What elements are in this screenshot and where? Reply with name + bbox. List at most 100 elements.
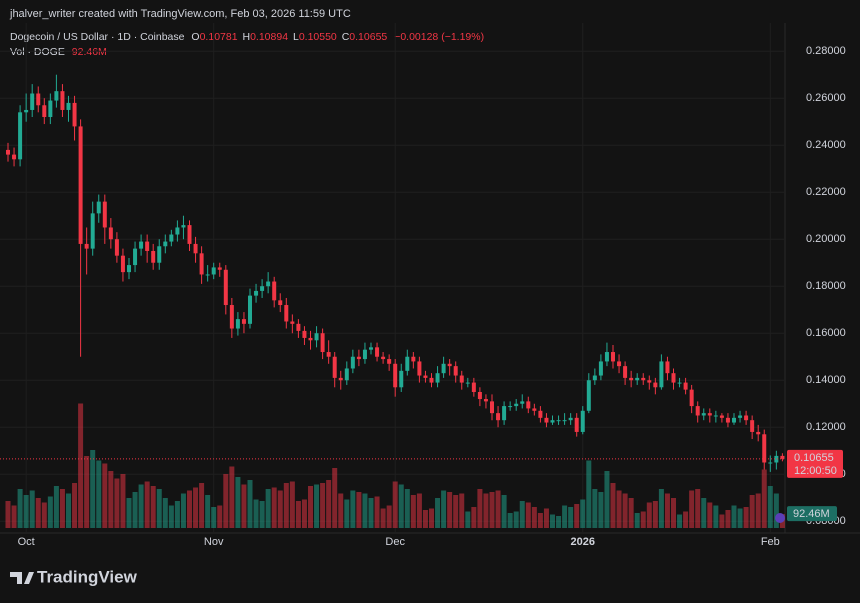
volume-bar — [199, 483, 205, 528]
volume-bar — [277, 490, 283, 528]
volume-bar — [126, 498, 132, 528]
volume-bar — [604, 471, 610, 528]
volume-bar — [217, 505, 223, 528]
x-tick-label: Dec — [385, 536, 405, 548]
candle-body — [447, 363, 452, 367]
candle-body — [701, 413, 706, 416]
volume-bar — [568, 507, 574, 528]
volume-bar — [78, 403, 84, 528]
volume-bar — [550, 514, 555, 528]
candle-body — [133, 248, 138, 266]
candle-body — [163, 241, 168, 247]
volume-bar — [362, 493, 368, 528]
legend-title: Dogecoin / US Dollar · 1D · Coinbase O0.… — [10, 31, 484, 43]
volume-bar — [731, 505, 737, 528]
brand: TradingView — [10, 567, 138, 586]
candle-body — [145, 241, 150, 251]
volume-bar — [543, 508, 549, 528]
volume-bar — [392, 481, 398, 528]
volume-bar — [205, 495, 211, 528]
candle-body — [411, 356, 416, 362]
y-tick-label: 0.12000 — [806, 421, 846, 433]
volume-bar — [59, 489, 65, 528]
volume-bar — [241, 484, 247, 528]
volume-title: Vol · DOGE — [10, 46, 65, 58]
candle-body — [399, 370, 404, 388]
volume-bar — [120, 474, 126, 528]
candle-body — [483, 399, 488, 402]
volume-bar — [350, 490, 356, 528]
volume-bar — [211, 507, 217, 528]
volume-bar — [598, 492, 604, 528]
volume-bar — [320, 483, 326, 528]
x-tick-label: Feb — [761, 536, 780, 548]
candle-body — [441, 363, 446, 374]
ohlc-value: 0.10781 — [200, 31, 238, 43]
candle-body — [350, 356, 355, 369]
volume-bar — [459, 493, 465, 528]
volume-bar — [247, 480, 253, 528]
volume-bar — [495, 490, 501, 528]
volume-bar — [574, 504, 580, 528]
candle-body — [24, 109, 29, 113]
candle-body — [562, 420, 567, 422]
candle-body — [199, 253, 204, 275]
candle-body — [671, 373, 676, 383]
candle-body — [665, 361, 670, 374]
volume-bar — [229, 466, 235, 528]
y-tick-label: 0.16000 — [806, 327, 846, 339]
volume-bar — [471, 507, 477, 528]
candle-body — [502, 406, 507, 421]
candle-body — [266, 281, 271, 287]
y-tick-label: 0.20000 — [806, 233, 846, 245]
volume-bar — [441, 490, 447, 528]
candle-body — [550, 420, 555, 423]
volume-bar — [664, 493, 670, 528]
volume-bar — [622, 493, 628, 528]
ohlc-value: 0.10894 — [250, 31, 288, 43]
event-flag — [775, 513, 785, 523]
candle-body — [774, 455, 779, 463]
brand-icon — [10, 572, 34, 584]
volume-bar — [380, 508, 386, 528]
candle-body — [248, 295, 252, 324]
volume-bar — [47, 496, 53, 528]
candle-body — [223, 269, 228, 306]
volume-bar — [289, 481, 295, 528]
candle-body — [72, 102, 77, 127]
symbol-title: Dogecoin / US Dollar · 1D · Coinbase — [10, 31, 185, 43]
candle-body — [496, 413, 501, 421]
candle-body — [302, 330, 307, 338]
volume-bar — [338, 493, 344, 528]
volume-bar — [144, 481, 150, 528]
change: −0.00128 (−1.19%) — [394, 31, 484, 43]
candle-body — [659, 361, 664, 388]
volume-bar — [156, 489, 162, 528]
volume-bar — [253, 499, 259, 528]
candle-body — [60, 91, 65, 110]
volume-tag — [787, 506, 837, 522]
y-tick-label: 0.26000 — [806, 92, 846, 104]
y-tick-label: 0.18000 — [806, 280, 846, 292]
candle-body — [719, 415, 724, 418]
volume-bar — [404, 489, 410, 528]
candle-body — [344, 368, 349, 381]
volume-legend: Vol · DOGE 92.46M — [10, 46, 107, 58]
candle-body — [127, 265, 131, 273]
candle-body — [635, 377, 640, 381]
candle-body — [332, 356, 337, 378]
volume-tag-value: 92.46M — [793, 508, 830, 520]
candle-body — [556, 420, 561, 422]
candle-body — [114, 239, 119, 256]
volume-bar — [193, 487, 199, 528]
candle-body — [592, 375, 597, 381]
volume-last: 92.46M — [72, 46, 107, 58]
candle-body — [308, 337, 313, 341]
candle-body — [139, 241, 144, 249]
volume-bar — [701, 498, 707, 528]
candle-body — [108, 227, 113, 240]
volume-bar — [356, 492, 362, 528]
candle-body — [369, 347, 373, 350]
candle-body — [90, 213, 95, 249]
